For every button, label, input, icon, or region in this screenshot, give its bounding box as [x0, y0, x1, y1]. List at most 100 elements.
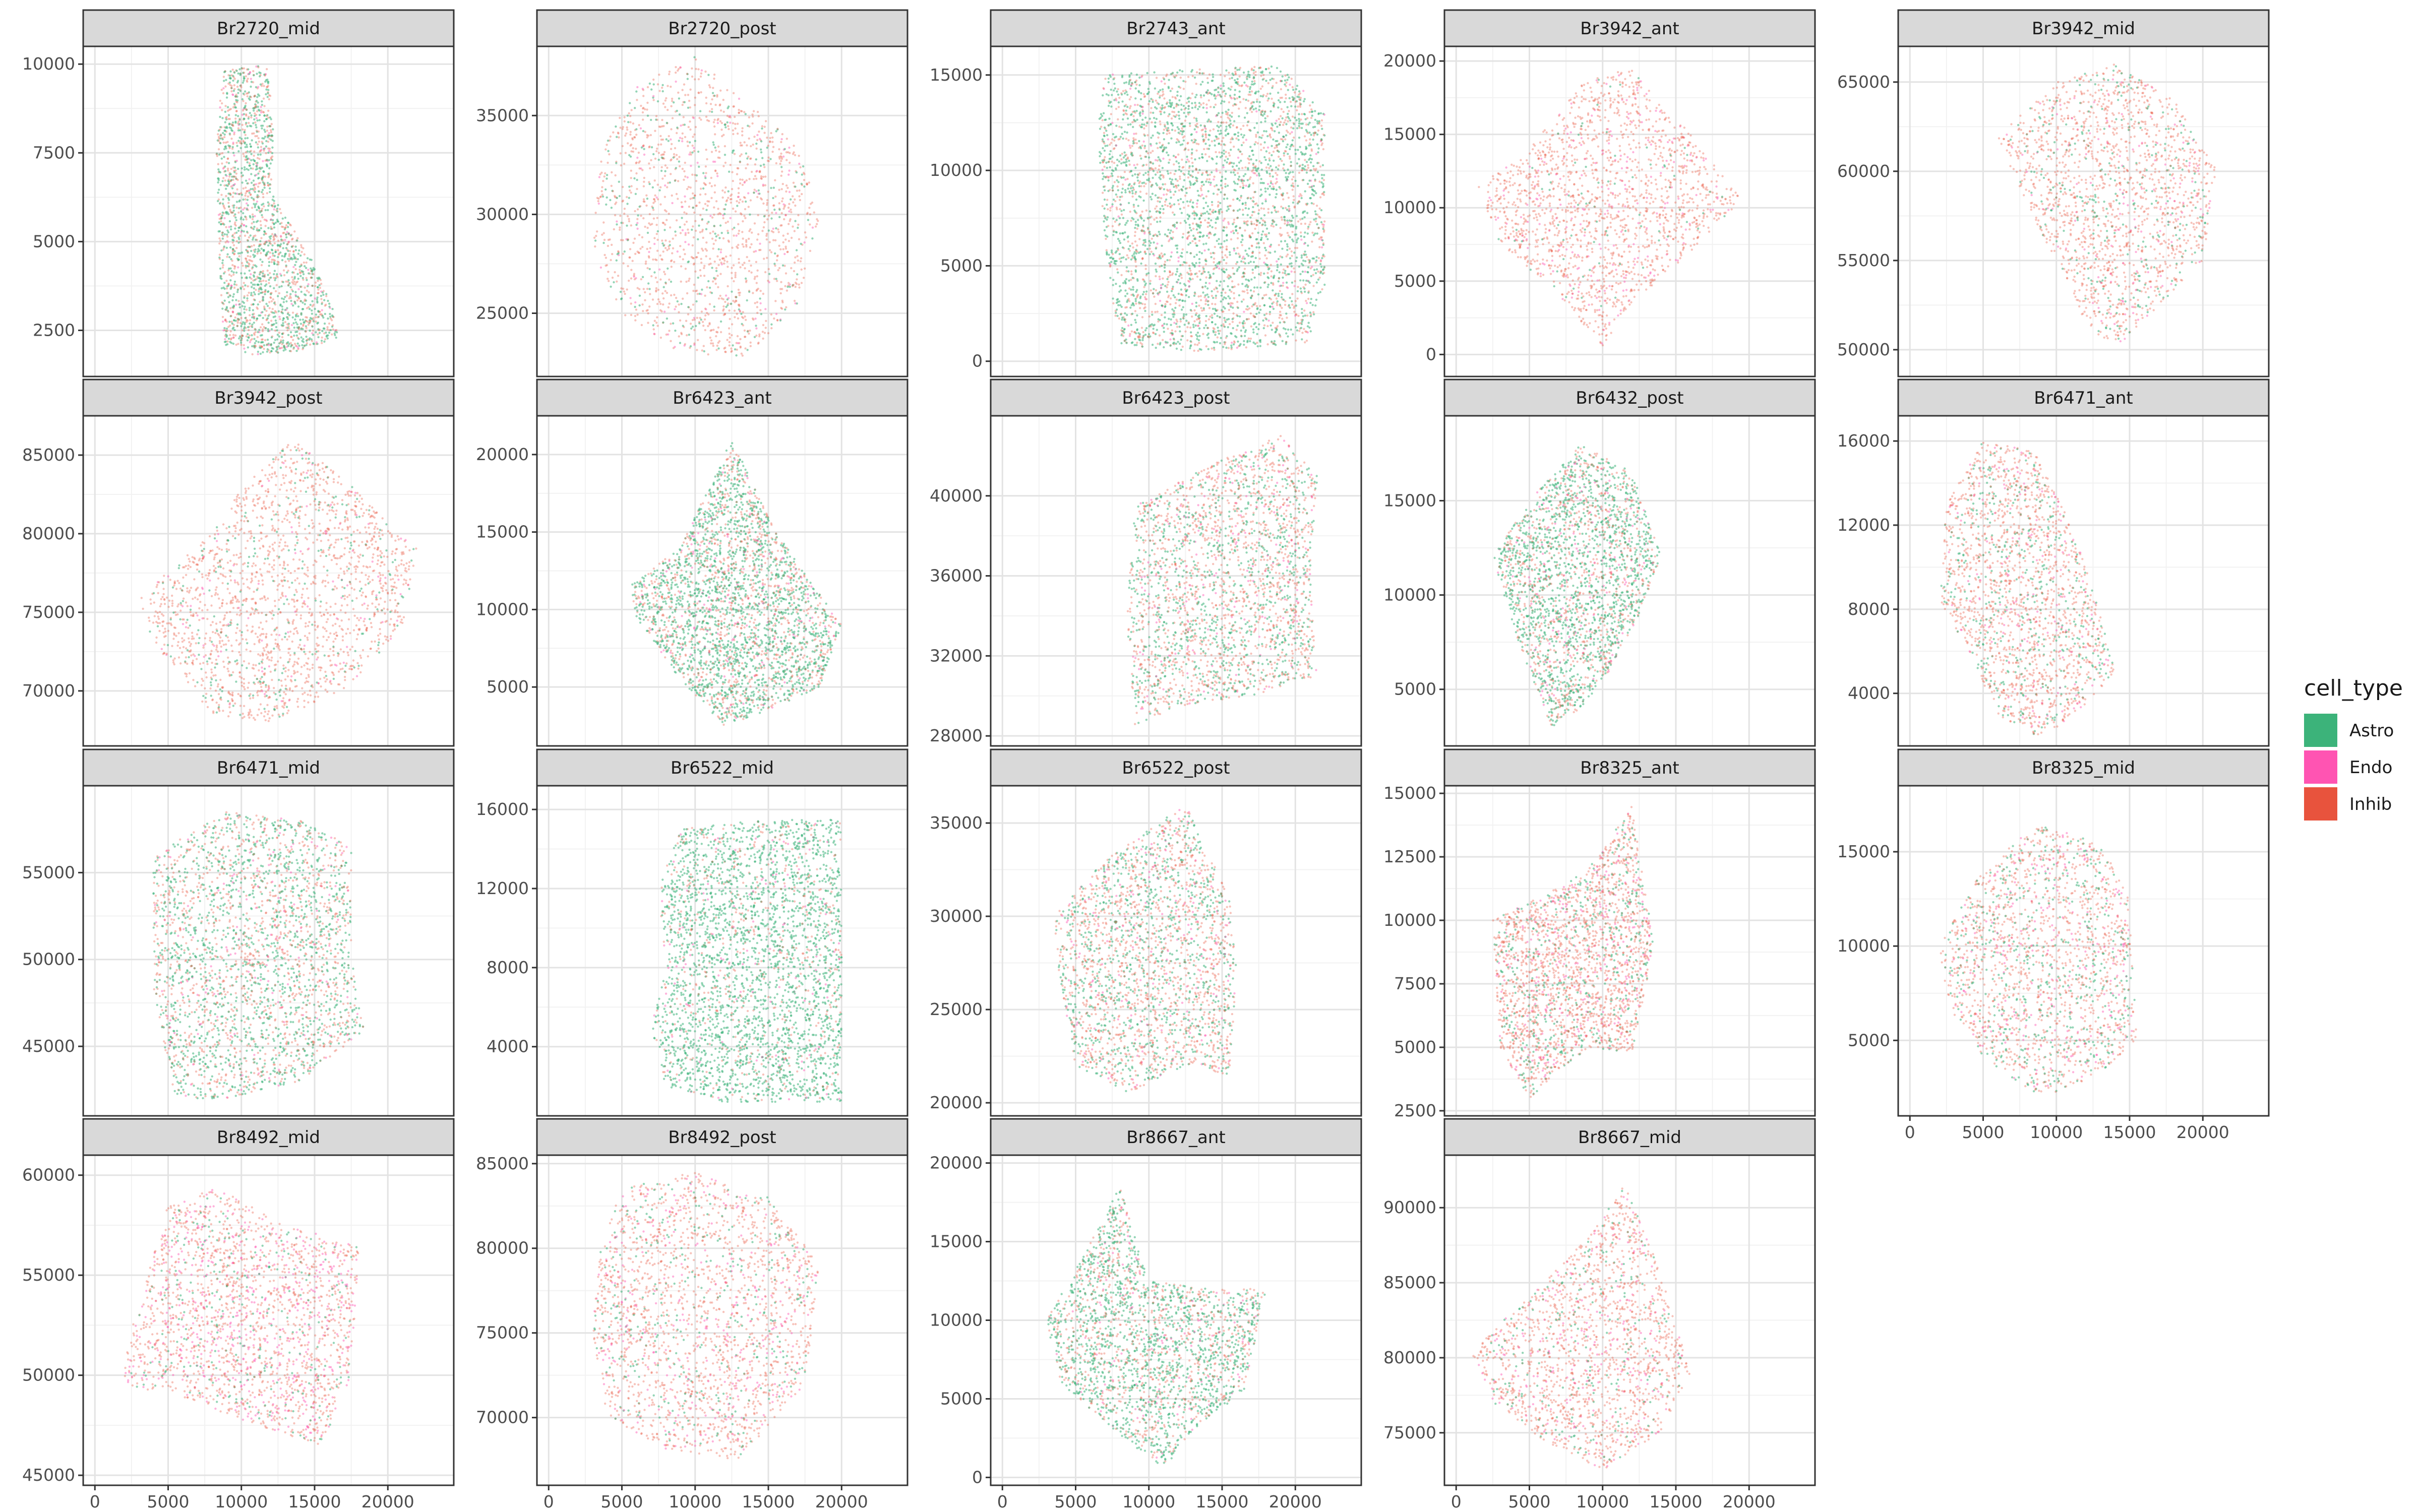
data-point	[794, 256, 797, 259]
data-point	[1306, 182, 1309, 185]
data-point	[319, 287, 322, 289]
data-point	[261, 275, 264, 278]
data-point	[667, 306, 670, 308]
data-point	[1322, 227, 1324, 230]
data-point	[708, 119, 710, 122]
data-point	[248, 189, 251, 192]
data-point	[275, 326, 278, 329]
data-point	[647, 312, 649, 314]
data-point	[636, 178, 638, 181]
data-point	[1130, 72, 1133, 75]
data-point	[652, 217, 655, 220]
data-point	[1235, 314, 1238, 317]
data-point	[1320, 173, 1323, 176]
data-point	[765, 320, 767, 322]
data-point	[244, 351, 247, 353]
data-point	[609, 199, 612, 202]
data-point	[253, 74, 255, 77]
data-point	[254, 206, 256, 209]
data-point	[780, 188, 783, 191]
data-point	[734, 210, 737, 213]
data-point	[224, 179, 226, 182]
data-point	[760, 313, 763, 316]
data-point	[265, 163, 268, 166]
data-point	[294, 318, 296, 321]
data-point	[235, 313, 238, 316]
data-point	[753, 222, 756, 225]
data-point	[594, 239, 597, 242]
data-point	[244, 305, 246, 308]
data-point	[232, 124, 234, 127]
data-point	[1230, 171, 1232, 174]
data-point	[1128, 163, 1131, 166]
data-point	[284, 238, 286, 241]
data-point	[678, 156, 681, 158]
data-point	[1286, 253, 1289, 256]
data-point	[1279, 290, 1281, 292]
data-point	[258, 331, 261, 334]
data-point	[316, 296, 319, 299]
data-point	[269, 187, 271, 190]
data-point	[241, 329, 244, 332]
data-point	[271, 214, 274, 217]
data-point	[794, 198, 796, 201]
data-point	[753, 178, 755, 180]
data-point	[615, 201, 618, 204]
data-point	[640, 214, 642, 217]
data-point	[257, 101, 259, 104]
data-point	[225, 195, 227, 198]
data-point	[256, 110, 259, 112]
data-point	[269, 272, 271, 275]
data-point	[1227, 295, 1230, 298]
data-point	[256, 73, 258, 75]
data-point	[264, 293, 266, 295]
data-point	[1241, 153, 1243, 155]
data-point	[222, 264, 224, 267]
data-point	[257, 66, 260, 69]
data-point	[709, 86, 711, 89]
data-point	[789, 285, 791, 288]
data-point	[1152, 111, 1155, 114]
data-point	[251, 139, 253, 142]
data-point	[258, 290, 260, 292]
data-point	[783, 218, 785, 221]
data-point	[1317, 278, 1320, 281]
data-point	[670, 105, 673, 107]
data-point	[253, 316, 256, 319]
data-point	[255, 173, 258, 176]
data-point	[594, 212, 597, 214]
data-point	[749, 329, 751, 332]
data-point	[670, 159, 672, 162]
data-point	[312, 334, 315, 336]
data-point	[1171, 129, 1174, 131]
data-point	[646, 108, 648, 111]
data-point	[1156, 107, 1158, 110]
data-point	[325, 303, 327, 306]
data-point	[259, 240, 262, 242]
data-point	[246, 125, 249, 128]
data-point	[750, 145, 752, 148]
data-point	[273, 206, 276, 208]
data-point	[621, 128, 624, 131]
data-point	[596, 230, 598, 233]
data-point	[638, 124, 640, 127]
data-point	[1272, 307, 1275, 310]
data-point	[302, 247, 305, 249]
data-point	[248, 115, 250, 118]
data-point	[267, 244, 270, 247]
data-point	[292, 271, 295, 274]
data-point	[751, 231, 753, 234]
data-point	[331, 324, 334, 327]
data-point	[599, 266, 602, 269]
data-point	[222, 76, 225, 78]
data-point	[252, 167, 254, 170]
data-point	[703, 275, 706, 277]
data-point	[1281, 117, 1284, 119]
data-point	[266, 344, 268, 346]
data-point	[256, 336, 259, 338]
data-point	[756, 275, 759, 278]
data-point	[326, 337, 329, 340]
data-point	[234, 95, 237, 98]
data-point	[254, 215, 256, 217]
data-point	[720, 121, 723, 124]
